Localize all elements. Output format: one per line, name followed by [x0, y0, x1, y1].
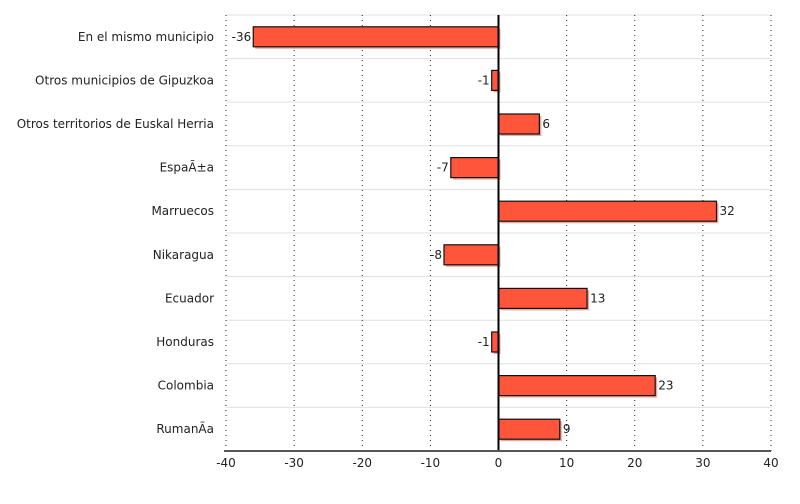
data-label: 13 [590, 291, 605, 305]
data-label: -7 [437, 161, 449, 175]
category-label: Colombia [158, 379, 214, 393]
category-label: Ecuador [165, 291, 214, 305]
bar [252, 26, 500, 48]
x-tick-label: -40 [216, 456, 236, 470]
category-label: RumanÃ­a [156, 421, 214, 436]
data-label: -36 [232, 30, 252, 44]
data-label: 6 [542, 117, 550, 131]
x-tick-label: -10 [421, 456, 441, 470]
x-tick-label: 20 [627, 456, 642, 470]
x-tick-label: -30 [284, 456, 304, 470]
x-tick-label: 0 [495, 456, 503, 470]
bar [497, 375, 656, 397]
category-label: Nikaragua [153, 248, 214, 262]
bar [491, 69, 500, 92]
bar [450, 157, 500, 179]
bar [497, 113, 540, 135]
x-tick-label: 40 [763, 456, 778, 470]
category-label: Marruecos [151, 204, 214, 218]
x-tick-label: 10 [559, 456, 574, 470]
bar [497, 200, 718, 222]
category-label: En el mismo municipio [78, 30, 214, 44]
x-tick-label: 30 [695, 456, 710, 470]
bar [491, 331, 500, 353]
bar [497, 287, 588, 309]
category-label: Otros territorios de Euskal Herria [17, 117, 214, 131]
category-label: Honduras [156, 335, 214, 349]
data-label: 32 [720, 204, 735, 218]
data-label: 23 [658, 379, 673, 393]
category-label: EspaÃ±a [160, 160, 214, 175]
data-label: 9 [563, 422, 571, 436]
x-tick-label: -20 [352, 456, 372, 470]
bar [443, 244, 500, 266]
data-label: -8 [430, 248, 442, 262]
data-label: -1 [478, 73, 490, 87]
data-label: -1 [478, 335, 490, 349]
category-label: Otros municipios de Gipuzkoa [35, 73, 214, 87]
bar [497, 418, 561, 440]
